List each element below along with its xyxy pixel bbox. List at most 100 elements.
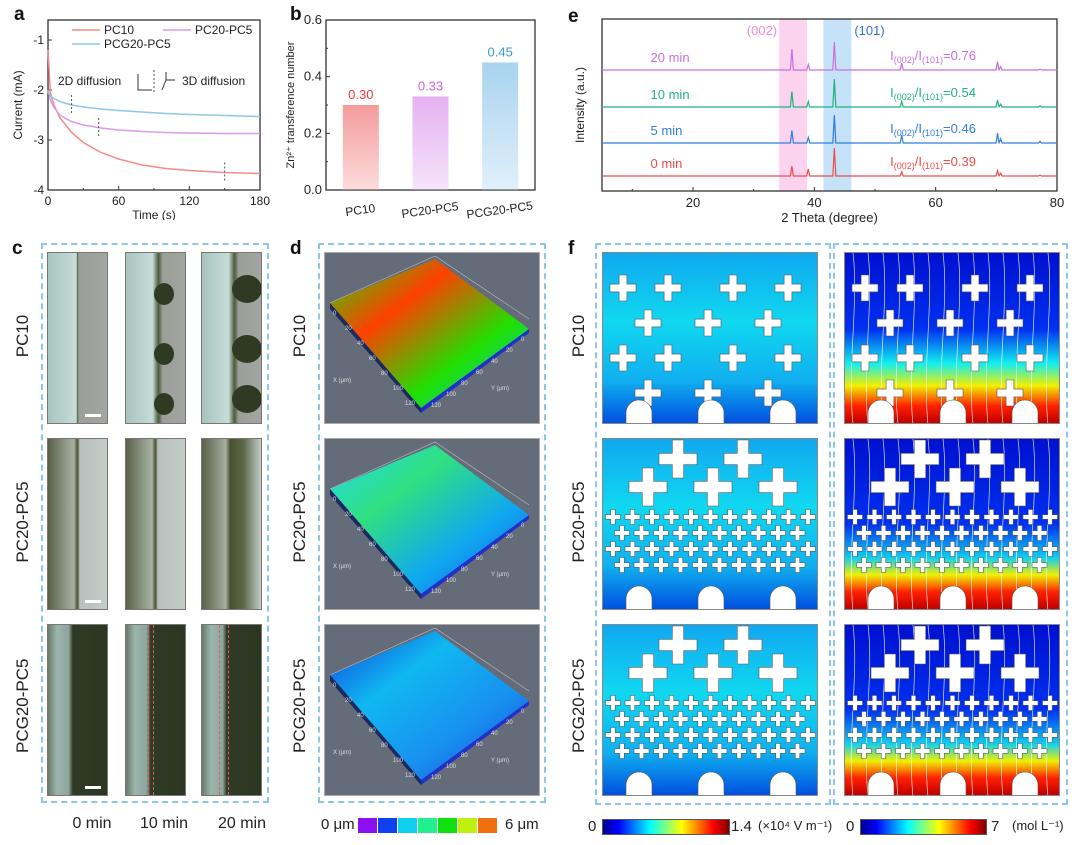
streamline [1000, 253, 1006, 423]
large-cross [723, 439, 763, 479]
y-tick-label: 80 [461, 567, 468, 573]
small-cross [702, 727, 719, 743]
zinc-nucleus [769, 399, 797, 423]
legend-label: PCG20-PC5 [104, 37, 171, 51]
boundary-dashed-line [219, 625, 220, 795]
colorbar-swatch [398, 818, 417, 833]
series-line-pc20-pc5 [47, 89, 260, 135]
xrd-pattern-0-min [602, 147, 1057, 177]
small-cross [614, 525, 630, 541]
y-tick-label: 0.4 [304, 69, 322, 84]
small-cross [605, 727, 621, 743]
small-cross [672, 525, 689, 541]
small-cross [925, 509, 941, 525]
ratio-part: (002) [894, 128, 915, 138]
simulation-field-pcg20-pc5 [602, 624, 818, 796]
x-tick-label: 20 [686, 195, 700, 210]
small-cross [800, 727, 816, 743]
y-tick-label: 0.6 [304, 12, 322, 27]
x-tick-label: 60 [369, 356, 376, 362]
small-cross [750, 525, 767, 541]
x-tick-label: PC10 [344, 201, 376, 219]
colorbar-f-left-min: 0 [588, 818, 597, 835]
surface [330, 445, 529, 594]
small-cross [875, 557, 892, 573]
small-cross [692, 557, 708, 573]
x-tick-label: 40 [357, 713, 364, 719]
xrd-pattern-10-min [602, 78, 1057, 108]
small-cross [905, 509, 922, 525]
simulation-svg [850, 253, 1051, 423]
legend-label: PC10 [104, 23, 134, 37]
x-tick-label: 120 [405, 773, 416, 779]
x-axis-label: X (μm) [333, 564, 351, 570]
y-tick-label: 60 [476, 556, 483, 562]
small-cross [856, 743, 872, 759]
series-label: 20 min [651, 50, 690, 65]
ratio-part: (101) [922, 92, 943, 102]
streamline [880, 625, 886, 795]
small-cross [1022, 695, 1039, 711]
separator-cross [961, 344, 989, 372]
x-tick-label: 180 [250, 194, 270, 208]
large-cross [693, 653, 733, 693]
topography-pc20-pc5: 0 0 20 20 40 40 60 60 80 80 100 100 120 120 X (μm) Y (μ… [324, 438, 540, 610]
small-cross [663, 541, 680, 557]
zinc-nucleus [697, 771, 725, 795]
colorbar-d-min: 0 μm [321, 816, 355, 833]
small-cross [800, 695, 816, 711]
small-cross [953, 711, 970, 727]
small-cross [1042, 509, 1058, 525]
separator-cross [851, 344, 879, 372]
small-cross [973, 557, 989, 573]
band-label: (101) [854, 23, 884, 38]
small-cross [750, 711, 767, 727]
ratio-part: (101) [922, 161, 943, 171]
x-tick-label: 40 [357, 341, 364, 347]
x-tick-label: 0 [333, 497, 337, 503]
small-cross [866, 541, 883, 557]
small-cross [944, 509, 961, 525]
xrd-pattern-20-min [602, 41, 1057, 71]
small-cross [605, 509, 621, 525]
x-tick-label: 20 [345, 512, 352, 518]
large-cross [870, 467, 910, 507]
row-label-d: PCG20-PC5 [290, 658, 309, 753]
small-cross [644, 509, 660, 525]
small-cross [886, 695, 902, 711]
small-cross [1042, 695, 1058, 711]
surface-edge [330, 489, 421, 599]
small-cross [663, 509, 680, 525]
colorbar-d [358, 818, 497, 833]
ratio-part: /I [915, 154, 922, 169]
zinc-nucleus [939, 771, 967, 795]
streamline [1045, 253, 1051, 423]
small-cross [905, 727, 922, 743]
small-cross [633, 743, 650, 759]
small-cross [944, 541, 961, 557]
series-line-pc10 [47, 49, 261, 175]
small-cross [895, 525, 911, 541]
x-tick-label: 80 [381, 743, 388, 749]
small-cross [711, 743, 728, 759]
ratio-part: (101) [922, 55, 943, 65]
colorbar-swatch [458, 818, 477, 833]
x-tick-label: 0 [45, 194, 52, 208]
simulation-concentration-pc20-pc5 [844, 438, 1060, 610]
panel-label-b: b [290, 4, 302, 25]
zinc-nucleus [769, 585, 797, 609]
ratio-part: I [890, 154, 894, 169]
zinc-nucleus [867, 585, 895, 609]
small-cross [992, 743, 1009, 759]
small-cross [780, 695, 797, 711]
small-cross [624, 695, 641, 711]
small-cross [692, 525, 708, 541]
dendrite [154, 343, 174, 365]
separator-cross [961, 274, 989, 302]
series-label: 5 min [651, 123, 683, 138]
x-tick-label: 40 [807, 195, 821, 210]
y-tick-label: 80 [461, 381, 468, 387]
dendrite [232, 335, 261, 363]
large-cross [935, 653, 975, 693]
row-label-c: PC10 [13, 314, 32, 358]
